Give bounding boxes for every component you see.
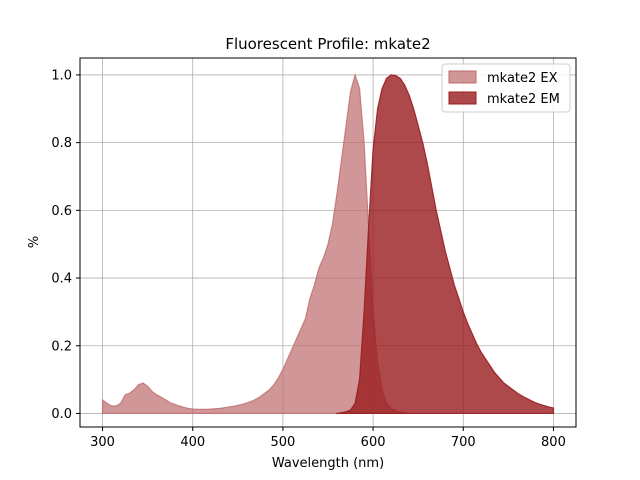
chart-title: Fluorescent Profile: mkate2 xyxy=(225,35,430,53)
x-tick-label: 800 xyxy=(541,435,566,450)
grid xyxy=(80,58,576,427)
legend-swatch xyxy=(448,70,477,84)
y-tick-label: 0.8 xyxy=(51,136,72,151)
series-area-em xyxy=(336,74,555,415)
x-tick-label: 600 xyxy=(361,435,386,450)
y-tick-label: 1.0 xyxy=(51,68,72,83)
legend-swatch xyxy=(448,91,477,105)
y-tick-label: 0.6 xyxy=(51,204,72,219)
y-tick-label: 0.4 xyxy=(51,272,72,287)
legend-label: mkate2 EX xyxy=(487,71,558,86)
x-tick-label: 500 xyxy=(270,435,295,450)
x-axis-label: Wavelength (nm) xyxy=(272,456,384,471)
y-tick-label: 0.2 xyxy=(51,339,72,354)
legend: mkate2 EX mkate2 EM xyxy=(441,63,571,113)
axis-ticks: 300 400 500 600 700 800 0.0 0.2 0.4 0.6 0.8 1.0 xyxy=(51,68,566,450)
y-tick-label: 0.0 xyxy=(51,407,72,422)
x-tick-label: 300 xyxy=(90,435,115,450)
series-area-ex xyxy=(101,72,410,415)
plot-frame xyxy=(79,57,577,428)
x-tick-label: 400 xyxy=(180,435,205,450)
x-tick-label: 700 xyxy=(451,435,476,450)
legend-label: mkate2 EM xyxy=(487,92,560,107)
series-layer xyxy=(101,72,555,415)
y-axis-label: % xyxy=(27,236,42,248)
